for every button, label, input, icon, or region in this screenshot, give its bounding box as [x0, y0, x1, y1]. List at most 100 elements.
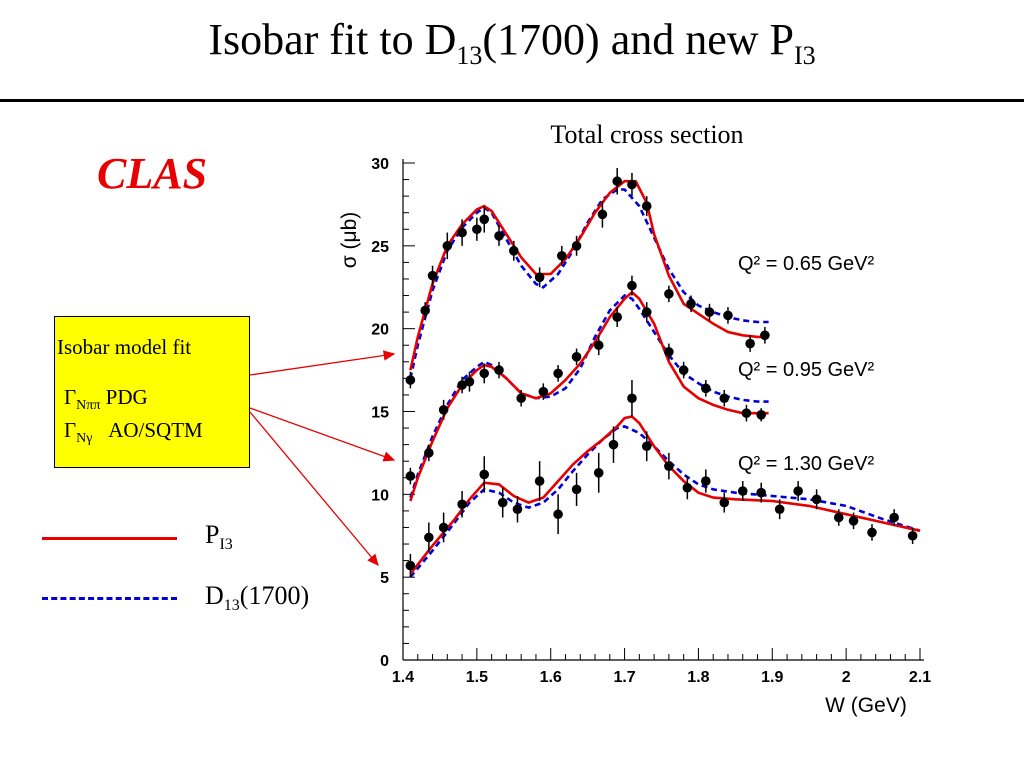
y-tick-label: 10 — [371, 487, 389, 504]
data-point — [571, 352, 582, 362]
data-point — [833, 512, 844, 523]
data-point — [497, 497, 508, 508]
data-point — [627, 393, 637, 404]
data-point — [553, 509, 563, 520]
data-point — [664, 289, 674, 299]
x-tick-label: 1.4 — [392, 669, 414, 686]
data-point — [479, 368, 490, 379]
data-point — [682, 482, 693, 493]
data-point — [424, 532, 434, 543]
pi3-fit-curve — [409, 415, 921, 575]
collaboration-label: CLAS — [97, 149, 208, 198]
data-point — [719, 497, 730, 508]
annotation-arrow — [249, 350, 396, 376]
pi3-fit-curve — [409, 179, 769, 371]
x-tick-label: 1.7 — [613, 669, 635, 686]
x-axis-label: W (GeV) — [825, 694, 907, 717]
series-label: Q² = 0.95 GeV² — [738, 359, 875, 381]
data-point — [741, 408, 752, 418]
y-tick-label: 25 — [371, 239, 389, 256]
x-tick-label: 1.8 — [687, 669, 709, 686]
isobar-fit-box: Isobar model fit ΓNππ PDG ΓNγ AO/SQTM — [54, 316, 250, 468]
data-point — [534, 272, 545, 283]
data-point — [641, 201, 652, 211]
data-point — [424, 448, 434, 458]
data-point — [756, 410, 767, 420]
data-point — [608, 439, 619, 450]
chart-title: Total cross section — [550, 120, 743, 149]
data-point — [593, 340, 604, 351]
data-point — [457, 499, 467, 510]
fit-box-line-ngamma: ΓNγ AO/SQTM — [64, 418, 203, 446]
data-point — [745, 338, 755, 349]
fit-box-line-npipi: ΓNππ PDG — [64, 385, 148, 413]
slide-title: Isobar fit to D13(1700) and new PI3 — [208, 15, 816, 70]
legend-pi3-label: PI3 — [205, 520, 233, 553]
x-tick-label: 1.5 — [466, 669, 488, 686]
data-point — [516, 393, 526, 404]
data-point — [664, 461, 674, 471]
data-point — [867, 527, 877, 538]
data-point — [664, 347, 674, 357]
data-point — [508, 246, 519, 256]
y-tick-label: 15 — [371, 405, 389, 422]
data-point — [704, 307, 715, 317]
annotation-arrow — [249, 407, 396, 462]
data-point — [627, 280, 637, 291]
x-tick-label: 2 — [842, 669, 851, 686]
annotation-arrow — [249, 411, 379, 566]
y-tick-label: 5 — [380, 570, 389, 587]
data-point — [612, 312, 622, 322]
data-point — [427, 270, 438, 281]
data-point — [597, 209, 608, 220]
data-point — [405, 375, 416, 385]
legend-dashed-line — [42, 597, 177, 600]
data-point — [479, 214, 490, 225]
data-point — [438, 522, 449, 533]
data-point — [534, 476, 545, 486]
y-tick-label: 30 — [371, 156, 389, 173]
data-point — [442, 241, 453, 251]
x-tick-label: 1.9 — [761, 669, 783, 686]
data-point — [571, 484, 582, 495]
data-point — [848, 516, 859, 526]
data-point — [889, 512, 899, 523]
data-point — [612, 176, 622, 187]
data-point — [701, 476, 711, 486]
series-label: Q² = 0.65 GeV² — [738, 253, 875, 275]
data-point — [737, 486, 748, 496]
data-point — [556, 250, 567, 261]
data-point — [686, 299, 696, 309]
fit-box-heading: Isobar model fit — [57, 335, 192, 359]
data-point — [494, 365, 504, 375]
legend-solid-line — [42, 537, 177, 540]
data-point — [627, 179, 637, 190]
data-point — [420, 305, 430, 316]
data-point — [512, 504, 523, 515]
legend-d13-label: D13(1700) — [205, 581, 310, 614]
data-point — [719, 393, 730, 404]
y-tick-label: 0 — [380, 653, 389, 670]
data-point — [494, 231, 504, 241]
data-point — [756, 487, 767, 498]
data-point — [457, 380, 467, 390]
data-point — [678, 365, 689, 375]
x-tick-label: 2.1 — [909, 669, 931, 686]
data-point — [405, 471, 416, 481]
data-point — [457, 227, 467, 238]
data-point — [793, 486, 803, 496]
data-point — [811, 494, 822, 505]
data-point — [641, 441, 652, 452]
y-tick-label: 20 — [371, 322, 389, 339]
data-point — [907, 530, 918, 541]
title-divider — [0, 99, 1024, 102]
data-point — [405, 560, 416, 571]
y-axis-label: σ (μb) — [338, 212, 361, 269]
data-point — [571, 241, 582, 251]
data-point — [593, 467, 604, 478]
d13-fit-curve — [409, 425, 921, 579]
data-point — [701, 383, 711, 394]
data-point — [438, 405, 449, 415]
data-point — [538, 386, 549, 397]
